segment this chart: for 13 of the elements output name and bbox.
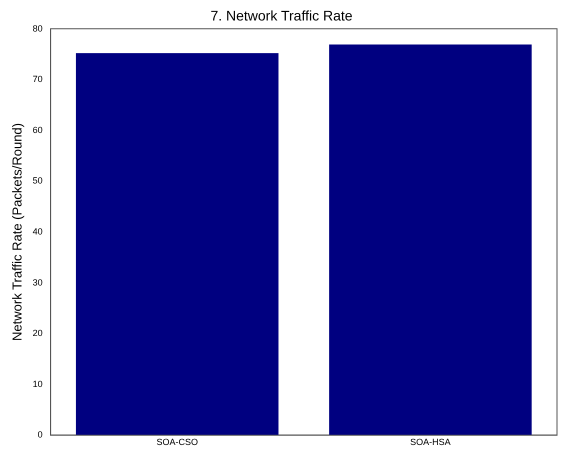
y-axis-title: Network Traffic Rate (Packets/Round)	[9, 123, 24, 341]
y-tick-label: 0	[38, 430, 43, 440]
chart-title: 7. Network Traffic Rate	[210, 7, 353, 24]
y-tick-label: 60	[32, 124, 43, 135]
y-tick-label: 40	[32, 226, 43, 236]
x-tick-label: SOA-CSO	[156, 437, 198, 448]
y-tick-label: 20	[32, 328, 43, 338]
y-tick-label: 80	[32, 23, 43, 34]
y-tick-label: 10	[32, 378, 43, 389]
y-tick-label: 30	[32, 277, 43, 288]
y-tick-label: 70	[32, 74, 43, 84]
y-tick-label: 50	[32, 176, 43, 186]
x-tick-label: SOA-HSA	[410, 437, 451, 448]
